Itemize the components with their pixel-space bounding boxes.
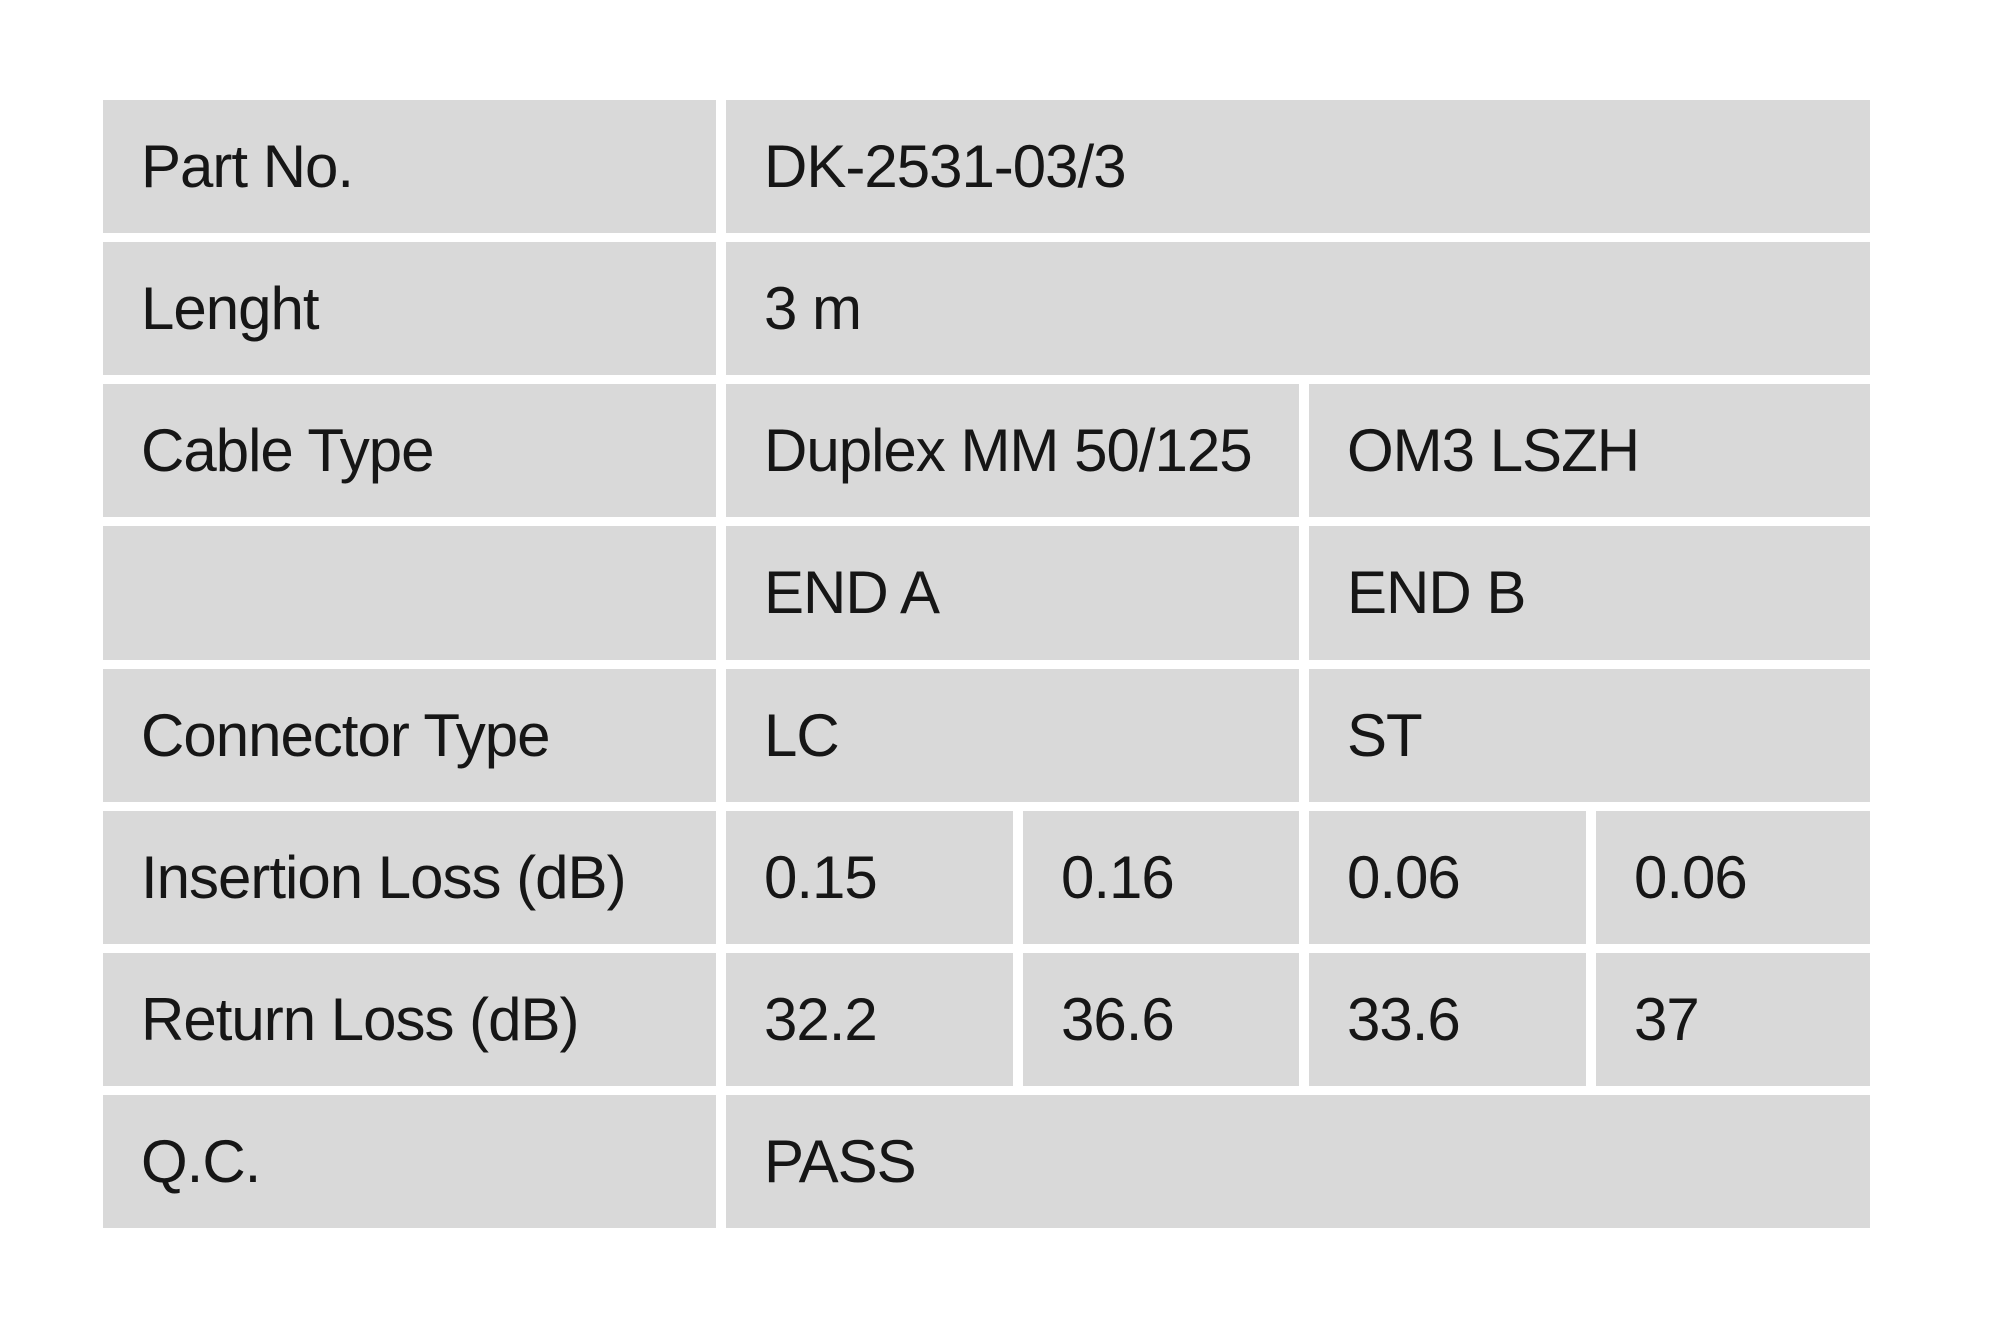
value-insertion-loss-a2: 0.16 <box>1023 810 1299 944</box>
value-length: 3 m <box>726 242 1870 376</box>
value-insertion-loss-b2: 0.06 <box>1596 810 1870 944</box>
value-cable-type-duplex: Duplex MM 50/125 <box>726 384 1299 518</box>
label-connector-type: Connector Type <box>103 668 716 802</box>
label-length: Lenght <box>103 242 716 376</box>
spec-table: Part No. DK-2531-03/3 Lenght 3 m Cable T… <box>103 100 1870 1228</box>
value-part-no: DK-2531-03/3 <box>726 100 1870 234</box>
value-insertion-loss-b1: 0.06 <box>1309 810 1586 944</box>
header-end-a: END A <box>726 526 1299 660</box>
value-connector-end-b: ST <box>1309 668 1870 802</box>
value-return-loss-a2: 36.6 <box>1023 952 1299 1086</box>
value-return-loss-a1: 32.2 <box>726 952 1013 1086</box>
label-insertion-loss: Insertion Loss (dB) <box>103 810 716 944</box>
value-qc-status: PASS <box>726 1094 1870 1228</box>
label-qc: Q.C. <box>103 1094 716 1228</box>
value-cable-type-om3: OM3 LSZH <box>1309 384 1870 518</box>
label-return-loss: Return Loss (dB) <box>103 952 716 1086</box>
value-connector-end-a: LC <box>726 668 1299 802</box>
value-return-loss-b2: 37 <box>1596 952 1870 1086</box>
header-end-b: END B <box>1309 526 1870 660</box>
label-cable-type: Cable Type <box>103 384 716 518</box>
cell-empty <box>103 526 716 660</box>
value-insertion-loss-a1: 0.15 <box>726 810 1013 944</box>
label-part-no: Part No. <box>103 100 716 234</box>
value-return-loss-b1: 33.6 <box>1309 952 1586 1086</box>
